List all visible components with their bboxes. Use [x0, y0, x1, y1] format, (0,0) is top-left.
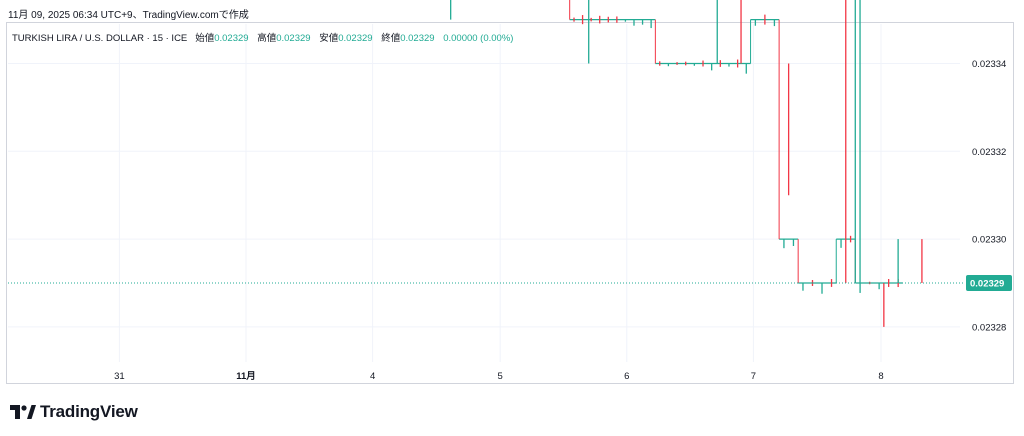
last-price-text: 0.02329 — [970, 278, 1004, 289]
x-tick-label: 31 — [114, 371, 125, 382]
price-bar — [641, 19, 644, 25]
legend-change-value: 0.00000 (0.00%) — [443, 33, 514, 44]
grid-lines — [8, 24, 960, 362]
last-price-label: 0.02329 — [966, 274, 1012, 291]
y-tick-label: 0.02332 — [972, 147, 1006, 158]
price-bar — [616, 16, 618, 23]
price-spikes — [450, 0, 923, 327]
price-bar — [590, 17, 592, 22]
chart-legend: TURKISH LIRA / U.S. DOLLAR · 15 · ICE 始値… — [12, 30, 519, 44]
x-tick-label: 5 — [498, 371, 503, 382]
price-bar — [878, 282, 880, 290]
time-axis[interactable]: 31 11月 4 5 6 7 8 — [114, 371, 884, 382]
legend-open-label: 始値 — [195, 33, 215, 44]
legend-low-value: 0.02329 — [338, 33, 373, 44]
price-bar — [650, 19, 652, 29]
x-tick-label: 8 — [878, 371, 883, 382]
price-bar — [581, 15, 584, 25]
price-bar — [773, 19, 776, 27]
price-bar — [624, 19, 627, 22]
legend-high-value: 0.02329 — [276, 33, 311, 44]
x-tick-label: 4 — [370, 371, 375, 382]
price-bars — [569, 0, 903, 294]
tradingview-wordmark: TradingView — [40, 402, 138, 421]
price-bar — [711, 63, 713, 71]
tradingview-logo[interactable]: TradingView — [10, 402, 138, 422]
price-bar — [840, 239, 842, 248]
x-tick-label: 11月 — [236, 371, 256, 382]
price-bar — [573, 17, 575, 22]
price-bar — [702, 60, 704, 67]
price-bar — [667, 63, 670, 67]
tradingview-logo-icon — [10, 405, 36, 419]
x-tick-label: 7 — [751, 371, 756, 382]
legend-high-label: 高値 — [257, 33, 277, 44]
price-bar — [745, 63, 747, 74]
chart-frame — [6, 22, 1014, 384]
price-bar — [888, 279, 890, 287]
created-timestamp: 11月 09, 2025 06:34 UTC+9、TradingView.com… — [8, 10, 249, 21]
legend-close-value: 0.02329 — [400, 33, 435, 44]
price-bar — [633, 19, 635, 26]
price-bar — [719, 60, 721, 67]
legend-open-value: 0.02329 — [214, 33, 249, 44]
price-bar — [736, 59, 739, 68]
legend-low-label: 安値 — [319, 33, 339, 44]
price-bar — [764, 14, 766, 25]
price-bar — [859, 282, 861, 293]
price-bar — [599, 15, 601, 24]
price-bar — [792, 239, 795, 246]
legend-symbol[interactable]: TURKISH LIRA / U.S. DOLLAR · 15 · ICE — [12, 33, 188, 44]
price-bar — [754, 19, 757, 26]
y-tick-label: 0.02330 — [972, 235, 1006, 246]
x-tick-label: 6 — [624, 371, 629, 382]
y-tick-label: 0.02328 — [972, 322, 1006, 333]
price-bar — [659, 61, 661, 66]
price-bar — [802, 282, 804, 291]
price-bar — [728, 63, 730, 67]
price-bar — [849, 235, 852, 243]
price-bar — [830, 279, 833, 287]
price-bar — [607, 16, 609, 23]
price-bar — [685, 61, 687, 66]
price-axis[interactable]: 0.023480.023460.023440.023420.023400.023… — [972, 0, 1006, 333]
price-bar — [783, 239, 785, 249]
price-bar — [693, 63, 696, 66]
legend-close-label: 終値 — [381, 33, 401, 44]
price-bar — [676, 62, 678, 65]
price-bar — [821, 282, 823, 294]
y-tick-label: 0.02334 — [972, 59, 1006, 70]
